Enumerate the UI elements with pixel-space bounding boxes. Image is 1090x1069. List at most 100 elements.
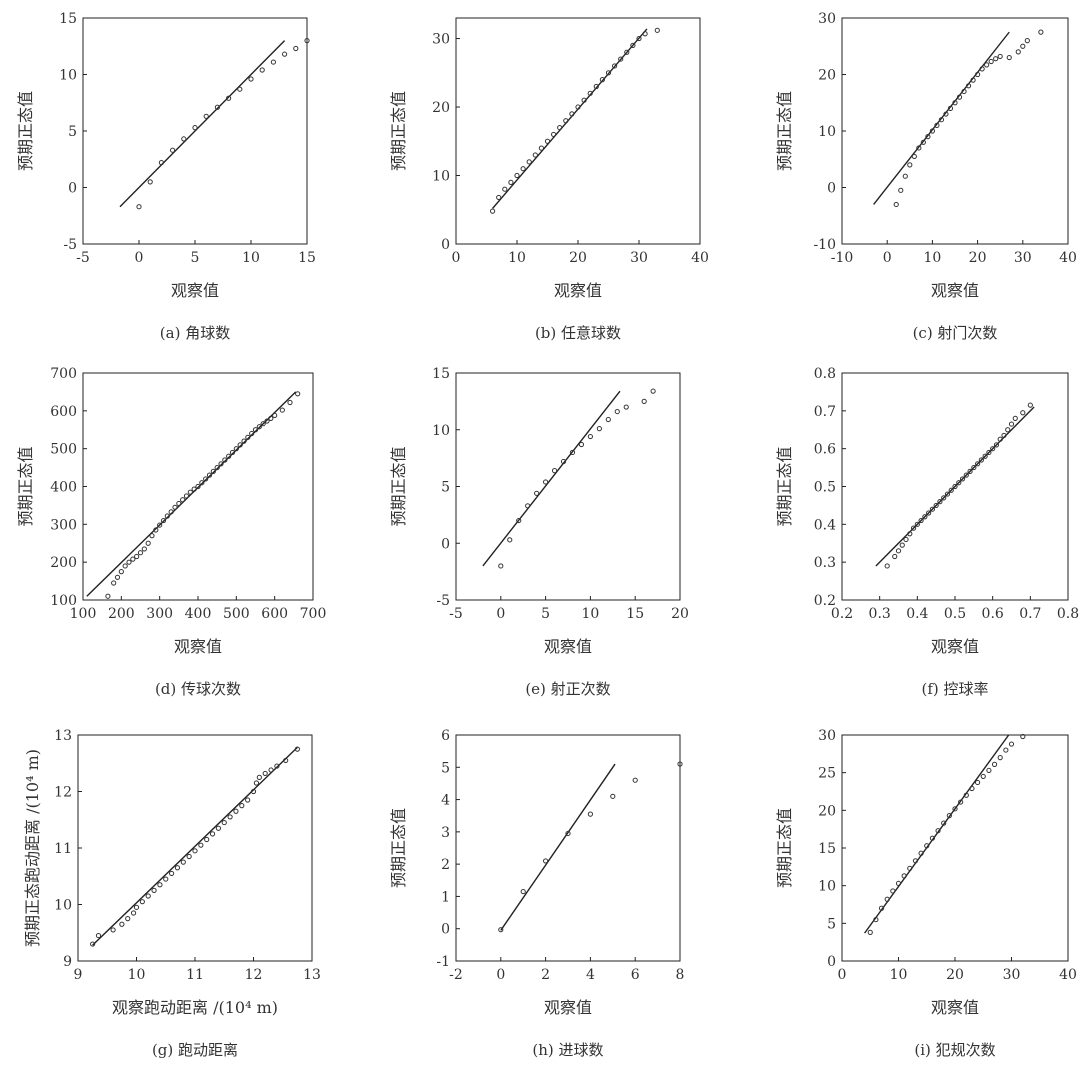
reference-line bbox=[500, 763, 616, 931]
data-point bbox=[899, 542, 905, 548]
panel-caption: (i) 犯规次数 bbox=[914, 1041, 995, 1059]
data-point bbox=[295, 391, 301, 397]
data-point bbox=[283, 757, 289, 764]
data-point bbox=[902, 173, 908, 179]
data-point bbox=[174, 865, 181, 871]
data-point bbox=[575, 104, 581, 110]
x-tick-label: -5 bbox=[76, 250, 90, 266]
y-tick-label: 10 bbox=[54, 898, 72, 914]
x-tick-label: 9 bbox=[74, 967, 83, 983]
y-tick-label: 0.7 bbox=[814, 404, 836, 420]
reference-line bbox=[873, 31, 1010, 205]
data-point bbox=[993, 442, 1000, 448]
data-point bbox=[941, 495, 947, 501]
data-point bbox=[624, 49, 630, 55]
data-point bbox=[502, 186, 508, 192]
y-tick-label: 30 bbox=[818, 728, 836, 744]
data-point bbox=[912, 858, 919, 864]
panel-caption: (a) 角球数 bbox=[160, 324, 230, 342]
data-point bbox=[133, 904, 140, 910]
data-point bbox=[214, 464, 220, 471]
data-point bbox=[498, 927, 504, 933]
data-point bbox=[1006, 54, 1012, 61]
data-point bbox=[218, 461, 224, 467]
data-point bbox=[270, 59, 276, 65]
y-tick-label: 13 bbox=[54, 728, 72, 744]
data-point bbox=[147, 179, 153, 185]
data-point bbox=[279, 407, 285, 413]
data-point bbox=[543, 479, 549, 485]
data-point bbox=[293, 45, 299, 52]
data-point bbox=[229, 449, 236, 456]
data-point bbox=[978, 457, 984, 463]
plot-frame bbox=[77, 734, 313, 962]
data-point bbox=[933, 502, 939, 509]
y-tick-label: 5 bbox=[827, 916, 836, 932]
data-point bbox=[1020, 410, 1026, 416]
data-point bbox=[245, 434, 251, 440]
data-point bbox=[911, 153, 917, 160]
panel-caption: (d) 传球次数 bbox=[155, 680, 241, 698]
data-point bbox=[260, 421, 266, 427]
data-point bbox=[918, 850, 924, 856]
data-point bbox=[944, 491, 951, 497]
x-tick-label: 10 bbox=[581, 606, 599, 622]
data-point bbox=[164, 513, 170, 519]
data-point bbox=[963, 472, 969, 478]
data-point bbox=[618, 56, 624, 62]
data-point bbox=[898, 187, 904, 193]
y-tick-label: 300 bbox=[50, 517, 77, 533]
data-point bbox=[975, 71, 981, 78]
data-point bbox=[119, 921, 125, 927]
y-tick-label: 0 bbox=[827, 181, 836, 197]
data-point bbox=[593, 83, 599, 90]
data-point bbox=[253, 780, 260, 786]
data-point bbox=[514, 172, 520, 179]
data-point bbox=[587, 811, 594, 817]
data-point bbox=[520, 888, 526, 895]
data-point bbox=[520, 166, 526, 172]
y-tick-label: 0.8 bbox=[814, 366, 836, 382]
data-point bbox=[632, 777, 638, 783]
data-point bbox=[227, 814, 233, 820]
x-axis-label: 观察值 bbox=[544, 998, 592, 1017]
y-tick-label: -1 bbox=[436, 954, 450, 970]
data-point bbox=[214, 104, 220, 110]
data-point bbox=[952, 100, 958, 106]
data-point bbox=[130, 910, 137, 916]
data-point bbox=[569, 449, 576, 456]
x-tick-label: 0.5 bbox=[944, 606, 966, 622]
x-tick-label: 100 bbox=[70, 606, 97, 622]
reference-line bbox=[492, 28, 648, 209]
data-point bbox=[956, 480, 962, 486]
data-point bbox=[186, 853, 192, 860]
y-tick-label: 600 bbox=[50, 404, 77, 420]
data-point bbox=[110, 927, 116, 933]
data-point bbox=[145, 540, 151, 546]
data-point bbox=[294, 746, 300, 752]
y-tick-label: 15 bbox=[818, 841, 836, 857]
data-point bbox=[937, 499, 943, 505]
data-point bbox=[180, 859, 186, 865]
y-tick-label: 10 bbox=[818, 879, 836, 895]
qq-panel-9: 0 10 20 30 40 0 5 10 15 20 25 30 观察值 预期正态值 (i) 犯规次数 bbox=[775, 728, 1077, 1059]
data-point bbox=[237, 86, 243, 92]
data-point bbox=[191, 486, 197, 492]
x-tick-label: 0 bbox=[452, 250, 461, 266]
data-point bbox=[641, 398, 647, 404]
y-tick-label: 100 bbox=[50, 593, 77, 609]
data-point bbox=[268, 415, 274, 421]
data-point bbox=[605, 416, 611, 423]
x-axis-label: 观察值 bbox=[171, 281, 219, 300]
data-point bbox=[925, 134, 931, 140]
data-point bbox=[599, 77, 606, 83]
data-point bbox=[642, 31, 648, 37]
x-tick-label: 40 bbox=[1059, 967, 1077, 983]
y-tick-label: 0 bbox=[441, 922, 450, 938]
panel-caption: (e) 射正次数 bbox=[525, 680, 610, 698]
data-point bbox=[924, 843, 930, 849]
data-point bbox=[134, 553, 140, 560]
y-tick-label: 6 bbox=[441, 728, 450, 744]
x-tick-label: 2 bbox=[541, 967, 550, 983]
data-point bbox=[195, 483, 201, 490]
